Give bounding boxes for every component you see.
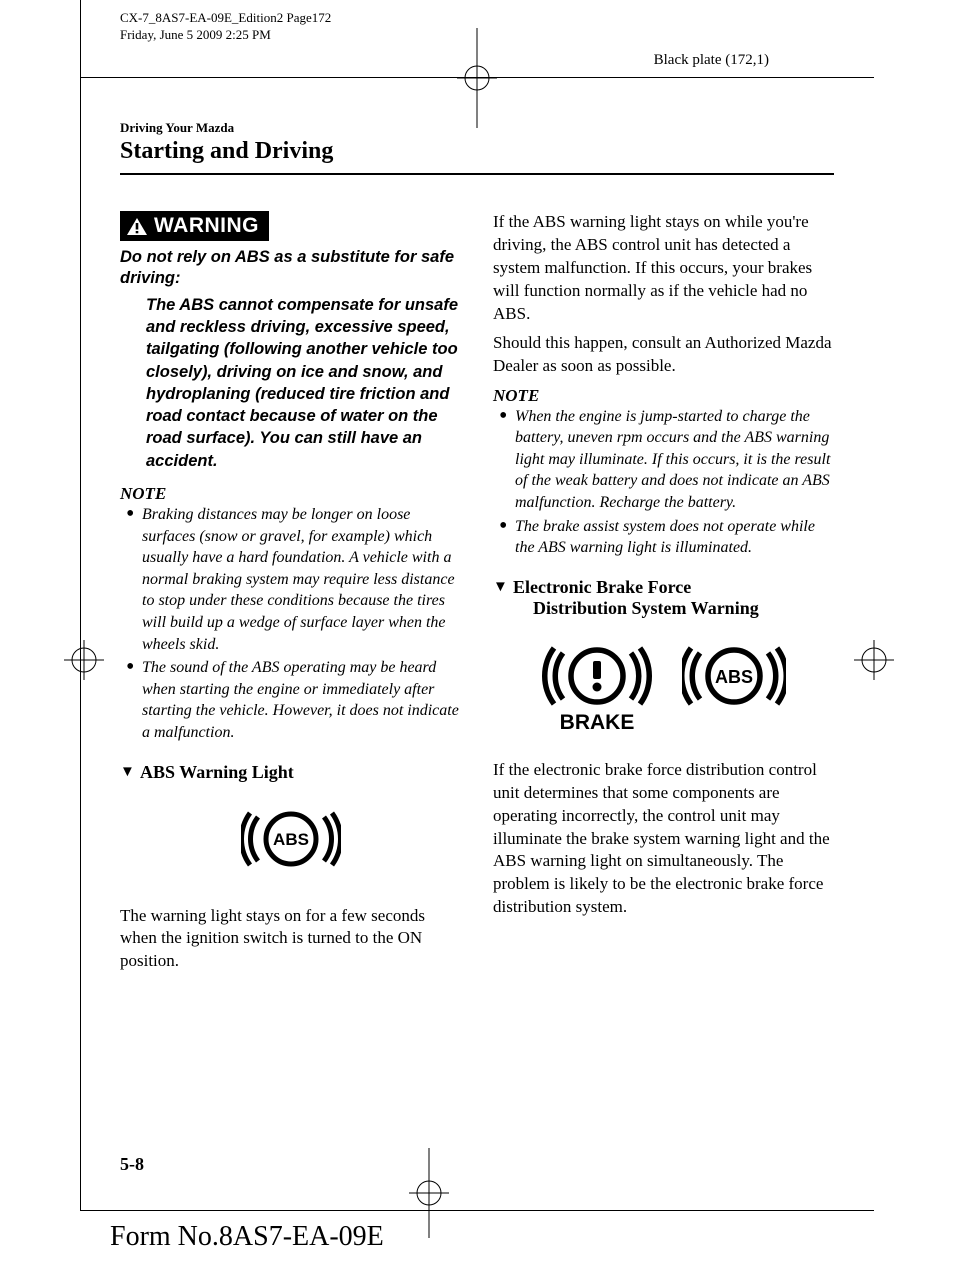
note-list-right: When the engine is jump-started to charg… <box>493 406 834 559</box>
note-heading: NOTE <box>120 484 461 504</box>
page-number: 5-8 <box>120 1154 144 1175</box>
trim-line-bottom <box>80 1210 874 1211</box>
registration-mark-right-icon <box>854 640 894 685</box>
note-item: Braking distances may be longer on loose… <box>122 504 461 655</box>
section-title: Starting and Driving <box>120 138 834 165</box>
header-rule <box>120 173 834 175</box>
body-text: Should this happen, consult an Authorize… <box>493 332 834 378</box>
brake-abs-icons: BRAKE ABS <box>493 639 834 735</box>
body-text: The warning light stays on for a few sec… <box>120 905 461 974</box>
doc-timestamp: Friday, June 5 2009 2:25 PM <box>120 27 331 44</box>
body-text: If the ABS warning light stays on while … <box>493 211 834 326</box>
abs-warning-light-icon: ABS <box>241 803 341 875</box>
warning-label: WARNING <box>154 214 259 238</box>
warning-lead: Do not rely on ABS as a substitute for s… <box>120 247 461 290</box>
note-item: When the engine is jump-started to charg… <box>495 406 834 514</box>
trim-line-left <box>80 0 81 1210</box>
subheading-line1: Electronic Brake Force <box>513 577 691 597</box>
registration-mark-left-icon <box>64 640 104 685</box>
note-item: The brake assist system does not operate… <box>495 516 834 559</box>
svg-text:BRAKE: BRAKE <box>559 711 634 734</box>
print-header: CX-7_8AS7-EA-09E_Edition2 Page172 Friday… <box>120 10 331 44</box>
abs-warning-light-icon: ABS <box>682 639 786 735</box>
abs-icon-container: ABS <box>120 803 461 875</box>
subheading-ebfd: Electronic Brake Force Distribution Syst… <box>493 577 834 619</box>
form-number: Form No.8AS7-EA-09E <box>110 1221 384 1253</box>
page-content: Driving Your Mazda Starting and Driving … <box>120 120 834 1175</box>
left-column: WARNING Do not rely on ABS as a substitu… <box>120 211 461 979</box>
brake-warning-light-icon: BRAKE <box>542 639 652 735</box>
subheading-abs-warning: ABS Warning Light <box>120 762 461 783</box>
right-column: If the ABS warning light stays on while … <box>493 211 834 979</box>
doc-id: CX-7_8AS7-EA-09E_Edition2 Page172 <box>120 10 331 27</box>
body-text: If the electronic brake force distributi… <box>493 759 834 920</box>
columns: WARNING Do not rely on ABS as a substitu… <box>120 211 834 979</box>
note-item: The sound of the ABS operating may be he… <box>122 657 461 743</box>
svg-text:ABS: ABS <box>273 830 309 849</box>
warning-body: The ABS cannot compensate for unsafe and… <box>120 294 461 472</box>
subheading-line2: Distribution System Warning <box>513 598 759 618</box>
section-label: Driving Your Mazda <box>120 120 834 136</box>
warning-triangle-icon <box>126 217 148 236</box>
page-header: Driving Your Mazda Starting and Driving <box>120 120 834 165</box>
warning-badge: WARNING <box>120 211 269 241</box>
note-list-left: Braking distances may be longer on loose… <box>120 504 461 744</box>
svg-text:ABS: ABS <box>714 667 752 687</box>
note-heading: NOTE <box>493 386 834 406</box>
plate-label: Black plate (172,1) <box>654 52 769 69</box>
